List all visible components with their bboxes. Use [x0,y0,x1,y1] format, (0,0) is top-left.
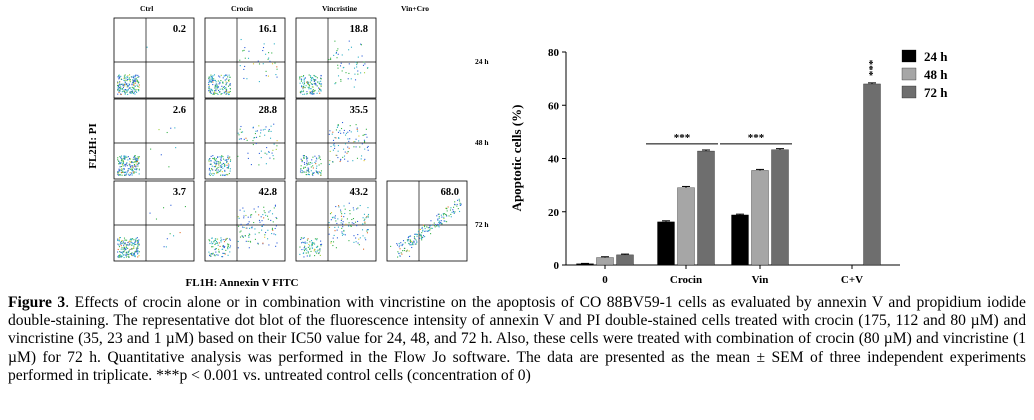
flow-quadrant-value: 2.6 [173,105,186,116]
bar [863,83,881,266]
flow-quadrant-value: 28.8 [259,105,277,116]
flow-quadrant-value: 3.7 [173,187,186,198]
legend-label: 48 h [924,67,948,82]
bar-y-axis-label: Apoptotic cells (%) [509,105,524,212]
bar [616,254,634,266]
bar [731,214,749,266]
bar-chart: 0 20 40 60 80 0 Crocin Vin C+V *** *** *** 24 h 48 h 7… [548,47,948,286]
flow-row-header: 72 h [475,220,489,229]
flow-panel: 18.8 [295,17,377,99]
significance-label: *** [748,132,765,144]
flow-panel: 16.1 [204,17,286,99]
significance-label: *** [867,59,879,76]
flow-panel: 0.2 [113,17,195,99]
flow-quadrant-value: 16.1 [259,24,277,35]
legend-swatch [901,67,917,81]
flow-quadrant-value: 68.0 [441,187,459,198]
flow-column-header: Vin+Cro [401,4,429,13]
flow-column-header: Ctrl [140,4,153,13]
figure: Ctrl Crocin Vincristine Vin+Cro 24 h 48 h 72 h… [87,4,948,289]
flow-panel: 2.6 [113,98,195,180]
caption-text: . Effects of crocin alone or in combinat… [8,294,1026,384]
flow-panel: 28.8 [204,98,286,180]
y-tick-label: 0 [554,260,560,272]
flow-column-header: Vincristine [322,4,358,13]
legend-swatch [901,49,917,63]
flow-quadrant-value: 35.5 [350,105,368,116]
flow-x-axis-label: FL1H: Annexin V FITC [186,277,299,289]
flow-column-header: Crocin [231,4,254,13]
flow-cytometry-grid: Ctrl Crocin Vincristine Vin+Cro 24 h 48 h 72 h… [113,4,489,262]
x-tick-label: C+V [841,274,863,286]
flow-panel: 42.8 [204,180,286,262]
legend-label: 24 h [924,49,948,64]
flow-panel: 3.7 [113,180,195,262]
bar [596,257,614,266]
x-tick-label: Vin [752,274,769,286]
flow-quadrant-value: 18.8 [350,24,368,35]
significance-label: *** [674,132,691,144]
flow-quadrant-value: 43.2 [350,187,368,198]
bar [677,187,695,266]
y-tick-label: 80 [548,47,560,59]
legend-label: 72 h [924,85,948,100]
flow-quadrant-value: 42.8 [259,187,277,198]
flow-panel: 43.2 [295,180,377,262]
bar [771,149,789,266]
flow-row-header: 24 h [475,57,489,66]
bar [751,170,769,266]
caption-label: Figure 3 [8,294,66,311]
x-tick-label: Crocin [670,274,702,286]
bar [697,150,715,266]
x-tick-label: 0 [602,274,608,286]
y-tick-label: 40 [548,154,560,166]
y-tick-label: 20 [548,207,560,219]
flow-panel: 68.0 [386,180,468,262]
legend-swatch [901,85,917,99]
flow-y-axis-label: FL2H: PI [87,123,99,169]
flow-row-header: 48 h [475,138,489,147]
figure-caption: Figure 3. Effects of crocin alone or in … [8,294,1026,385]
y-tick-label: 60 [548,100,560,112]
flow-quadrant-value: 0.2 [173,24,186,35]
flow-panel: 35.5 [295,98,377,180]
bar [657,221,675,266]
